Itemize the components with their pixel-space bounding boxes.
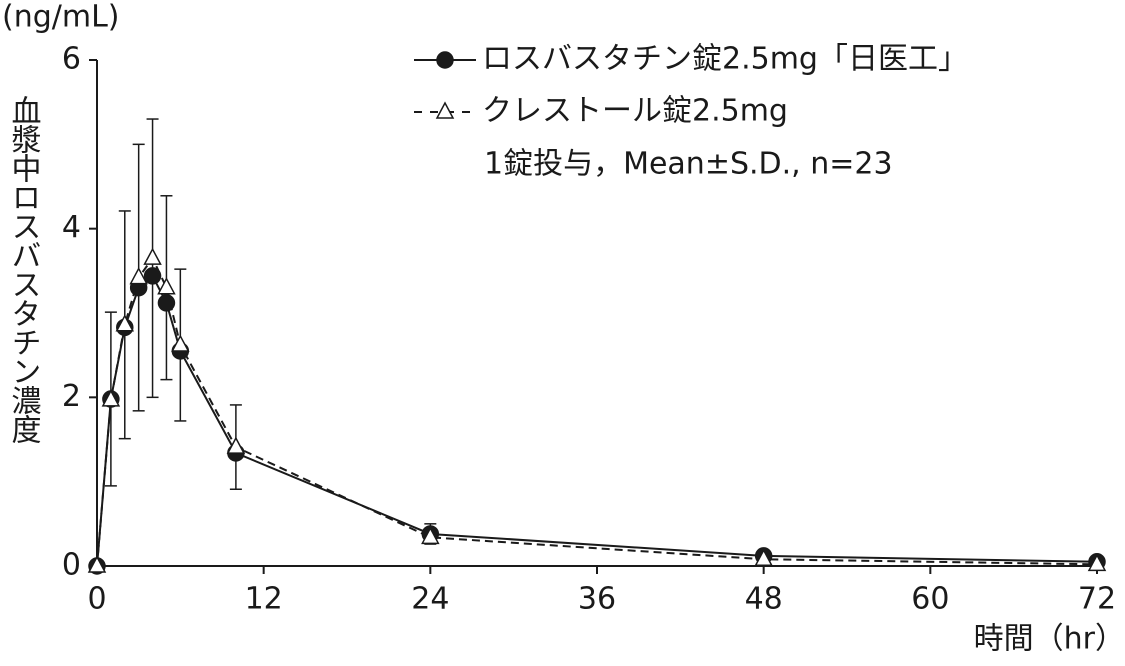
y-axis-label: 血漿中ロスバスタチン濃度	[6, 95, 42, 444]
y-tick-label: 0	[62, 548, 81, 583]
legend-label: クレストール錠2.5mg	[482, 94, 788, 129]
data-point	[157, 294, 176, 312]
legend-label: ロスバスタチン錠2.5mg「日医工」	[482, 42, 968, 77]
data-point	[754, 548, 773, 567]
annotation: 1錠投与，Mean±S.D., n=23	[484, 147, 893, 182]
x-tick-label: 48	[745, 582, 783, 617]
y-unit: (ng/mL)	[2, 0, 120, 35]
data-point	[87, 555, 107, 573]
x-tick-label: 24	[411, 582, 449, 617]
data-point	[101, 389, 121, 407]
x-tick-label: 36	[578, 582, 616, 617]
x-axis-label: 時間（hr）	[974, 622, 1125, 657]
x-tick-label: 0	[87, 582, 106, 617]
data-line	[96, 274, 1098, 567]
data-point	[115, 314, 135, 332]
data-point	[143, 247, 162, 265]
data-point	[143, 267, 162, 285]
data-line	[96, 256, 1098, 567]
data-point	[226, 436, 246, 454]
data-point	[157, 277, 176, 295]
legend-marker	[435, 101, 455, 119]
y-tick-label: 6	[62, 42, 81, 77]
legend-marker	[436, 51, 454, 69]
data-point	[421, 526, 440, 545]
data-point	[171, 334, 190, 352]
x-tick-label: 12	[245, 582, 283, 617]
x-tick-label: 72	[1078, 582, 1116, 617]
data-point	[129, 266, 148, 285]
y-tick-label: 4	[62, 210, 81, 245]
data-point	[1087, 553, 1107, 572]
y-tick-label: 2	[62, 379, 81, 414]
x-tick-label: 60	[911, 582, 949, 617]
